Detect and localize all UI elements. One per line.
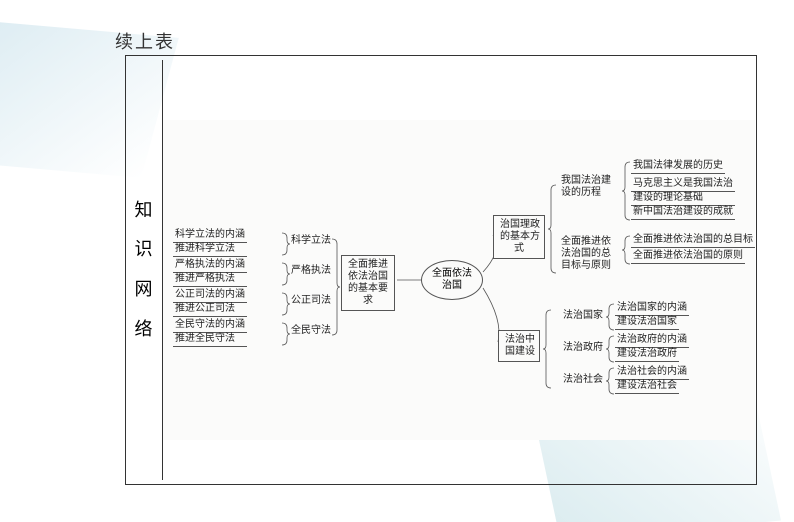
sidebar-char: 知 — [135, 191, 153, 231]
left-category-items: 严格执法的内涵推进严格执法 — [173, 259, 247, 287]
governance-box: 治国理政的基本方式 — [493, 215, 545, 259]
left-category-items: 公正司法的内涵推进公正司法 — [173, 289, 247, 317]
leaf: 建设法治国家 — [615, 316, 679, 330]
sub-label: 全面推进依法治国的总目标与原则 — [561, 236, 611, 272]
sub-label: 我国法治建设的历程 — [561, 175, 611, 199]
leaf: 全面推进依法治国的原则 — [631, 250, 745, 264]
leaf: 新中国法治建设的成就 — [631, 206, 735, 220]
leaf: 马克思主义是我国法治建设的理论基础 — [631, 178, 735, 206]
center-topic: 全面依法治国 — [421, 260, 483, 300]
left-category-label: 全民守法 — [291, 325, 331, 337]
leaf: 法治社会的内涵 — [615, 366, 689, 380]
leaf: 全面推进依法治国的总目标 — [631, 234, 755, 248]
rule-of-law-box: 法治中国建设 — [498, 330, 540, 362]
sidebar-char: 网 — [135, 270, 153, 310]
left-category-label: 严格执法 — [291, 265, 331, 277]
left-category-label: 科学立法 — [291, 235, 331, 247]
left-category-items: 科学立法的内涵推进科学立法 — [173, 229, 247, 257]
requirements-box: 全面推进依法治国的基本要求 — [341, 255, 395, 311]
leaf: 建设法治政府 — [615, 348, 679, 362]
left-category-items: 全民守法的内涵推进全民守法 — [173, 319, 247, 347]
leaf: 法治国家的内涵 — [615, 302, 689, 316]
sub-label: 法治国家 — [563, 310, 603, 322]
leaf: 我国法律发展的历史 — [631, 160, 725, 174]
sub-label: 法治政府 — [563, 342, 603, 354]
sidebar-char: 络 — [135, 310, 153, 350]
leaf: 建设法治社会 — [615, 380, 679, 394]
sub-label: 法治社会 — [563, 374, 603, 386]
page-title: 续上表 — [115, 28, 175, 54]
left-category-label: 公正司法 — [291, 295, 331, 307]
sidebar-vertical-label: 知 识 网 络 — [125, 60, 163, 480]
sidebar-char: 识 — [135, 230, 153, 270]
leaf: 法治政府的内涵 — [615, 334, 689, 348]
mindmap-diagram: 全面依法治国全面推进依法治国的基本要求科学立法科学立法的内涵推进科学立法严格执法… — [163, 120, 755, 440]
